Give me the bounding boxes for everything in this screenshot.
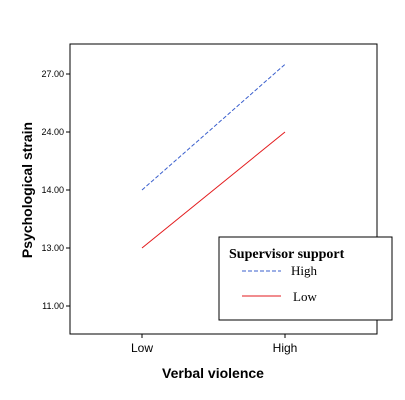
series-line-low xyxy=(141,131,286,249)
legend-label-low: Low xyxy=(293,289,317,304)
y-axis: 11.00 13.00 14.00 24.00 27.00 xyxy=(41,69,70,311)
legend: Supervisor support High Low xyxy=(218,236,393,321)
x-tick-label: Low xyxy=(131,341,153,355)
legend-title: Supervisor support xyxy=(229,247,345,262)
x-axis-title: Verbal violence xyxy=(162,365,264,381)
y-tick-label: 24.00 xyxy=(41,127,64,137)
y-tick-label: 27.00 xyxy=(41,69,64,79)
series-line-high xyxy=(141,63,286,191)
y-tick-label: 14.00 xyxy=(41,185,64,195)
x-tick-label: High xyxy=(273,341,298,355)
y-tick-label: 13.00 xyxy=(41,243,64,253)
legend-label-high: High xyxy=(291,263,318,278)
legend-box xyxy=(218,236,393,321)
x-axis: Low High xyxy=(131,334,297,355)
series-lines xyxy=(141,63,286,249)
y-axis-title: Psychological strain xyxy=(19,122,35,258)
y-tick-label: 11.00 xyxy=(42,301,64,311)
